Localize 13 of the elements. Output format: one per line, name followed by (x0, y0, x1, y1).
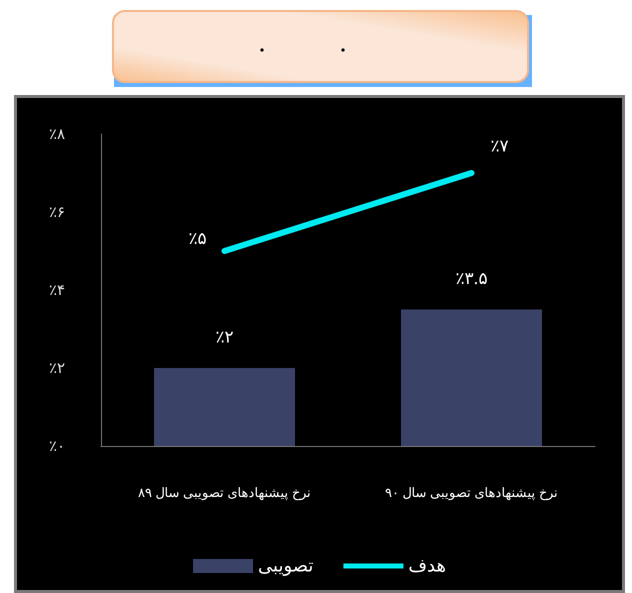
legend-label: تصویبی (258, 556, 314, 576)
legend-label: هدف (408, 556, 446, 576)
x-tick-label: نرخ پیشنهادهای تصویبی سال ۹۰ (384, 485, 558, 501)
y-tick-label: ٪۶ (49, 203, 65, 221)
data-label: ٪۷ (490, 136, 508, 156)
data-label: ٪۲ (216, 328, 234, 348)
y-tick-label: ٪۰ (49, 437, 65, 455)
x-tick-label: نرخ پیشنهادهای تصویبی سال ۸۹ (138, 485, 312, 501)
y-tick-label: ٪۸ (49, 125, 65, 143)
y-tick-label: ٪۴ (49, 281, 65, 299)
y-tick-label: ٪۲ (49, 359, 65, 377)
data-label: ٪۵ (188, 229, 206, 249)
data-label: ٪۳.۵ (455, 269, 488, 289)
